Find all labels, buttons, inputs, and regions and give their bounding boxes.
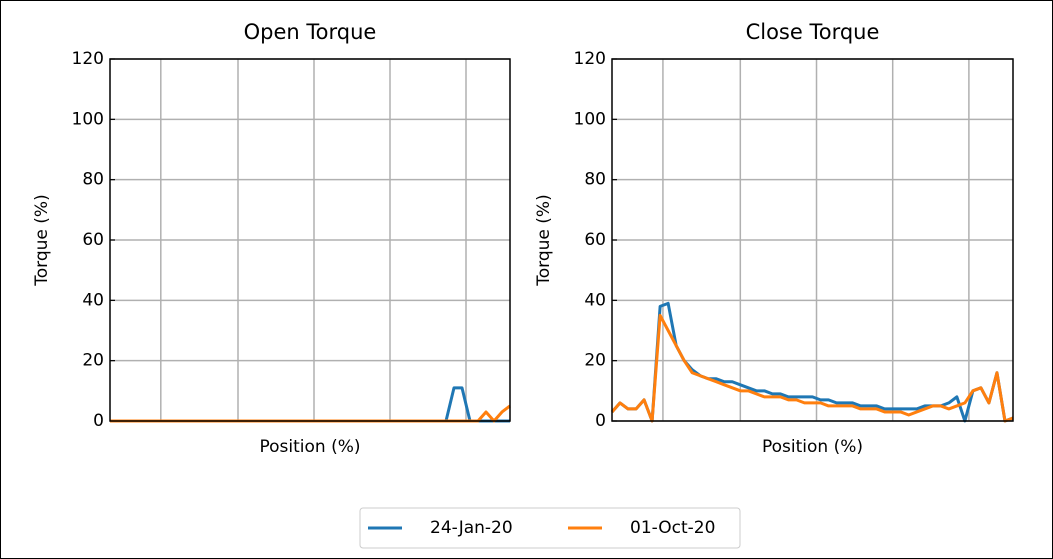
y-tick-label: 60 (584, 230, 606, 250)
y-tick-label: 120 (574, 49, 606, 69)
plot-frame (611, 58, 1014, 422)
y-tick-label: 120 (72, 49, 104, 69)
plot-frame (109, 58, 511, 422)
y-axis-label: Torque (%) (32, 194, 52, 286)
y-tick-label: 0 (93, 411, 104, 431)
y-tick-label: 80 (584, 170, 606, 190)
y-tick-label: 100 (72, 109, 104, 129)
y-tick-label: 80 (82, 170, 104, 190)
y-tick-label: 20 (584, 351, 606, 371)
legend-label: 24-Jan-20 (430, 518, 513, 538)
y-tick-label: 60 (82, 230, 104, 250)
y-tick-label: 20 (82, 351, 104, 371)
y-tick-label: 100 (574, 109, 606, 129)
legend-label: 01-Oct-20 (630, 518, 715, 538)
x-axis-label: Position (%) (762, 437, 863, 457)
data-line (610, 313, 1014, 423)
legend (359, 507, 741, 549)
chart-title: Open Torque (244, 20, 377, 44)
y-tick-label: 40 (584, 290, 606, 310)
chart-title: Close Torque (746, 20, 880, 44)
y-tick-label: 0 (595, 411, 606, 431)
x-axis-label: Position (%) (259, 437, 360, 457)
y-tick-label: 40 (82, 290, 104, 310)
y-axis-label: Torque (%) (534, 194, 554, 286)
